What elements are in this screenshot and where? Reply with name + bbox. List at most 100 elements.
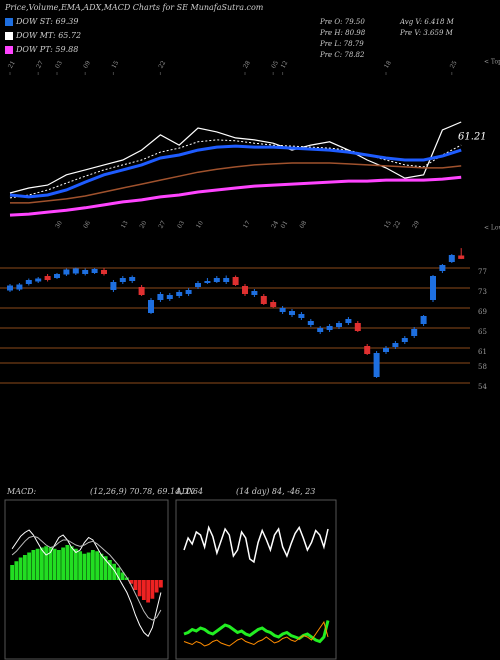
candle-body [251,291,258,295]
x-tick-label: 29 [411,219,421,229]
histogram-bar [133,580,138,590]
legend-text: DOW MT: 65.72 [15,31,81,40]
legend-swatch [5,46,13,54]
x-tick-label: 24 [270,219,280,229]
histogram-bar [35,548,40,580]
x-tick-label: 08 [298,219,308,229]
panel-title: MACD: [6,487,37,496]
histogram-bar [116,567,121,580]
macd-line [11,535,162,621]
candle-body [16,284,23,290]
candle-body [307,321,314,325]
x-tick-label: 28 [242,59,252,69]
x-tick-label: 05 [270,59,280,69]
x-tick-label: 21 [7,60,17,70]
histogram-bar [150,580,155,599]
candle-body [223,278,230,282]
candle-body [326,326,333,330]
candle-body [383,348,389,352]
legend-swatch [5,18,13,26]
histogram-bar [82,553,87,580]
candle-body [213,278,220,282]
info-text: Pre O: 79.50 [319,18,365,26]
candle-body [270,302,277,307]
candle-body [373,353,380,377]
y-tick-label: 65 [478,328,487,336]
candle-body [185,290,192,294]
candle-body [138,287,145,295]
x-tick-label: 27 [35,59,45,69]
candle-body [401,338,408,342]
candle-body [44,276,51,280]
histogram-bar [95,551,100,580]
x-tick-label: 22 [157,59,167,69]
histogram-bar [31,550,36,580]
candle-body [317,328,324,332]
histogram-bar [120,572,125,580]
y-tick-label: 61 [478,348,487,356]
candle-body [63,269,70,275]
info-text: Avg V: 6.418 M [399,18,455,26]
histogram-bar [61,547,66,580]
histogram-bar [69,546,74,580]
info-text: Pre V: 3.659 M [399,29,454,37]
ema-line [9,144,462,199]
x-tick-label: 03 [176,219,186,229]
x-tick-label: 27 [157,219,167,229]
macd-line [11,529,162,638]
histogram-bar [154,580,159,593]
x-tick-label: 17 [242,219,252,229]
panel-title: ADX [175,487,194,496]
histogram-bar [65,545,70,580]
ema-line [10,162,462,204]
page-title: Price,Volume,EMA,ADX,MACD Charts for SE … [4,3,264,12]
histogram-bar [73,548,78,580]
ema-line [9,175,462,217]
histogram-bar [18,557,23,580]
x-tick-label: 30 [54,219,64,229]
x-tick-label: 15 [383,219,393,229]
histogram-bar [129,580,134,584]
candle-body [242,286,248,294]
candle-body [101,270,107,274]
candle-body [166,295,173,299]
panel-subtitle: (12,26,9) 70.78, 69.14, 1.64 [90,487,203,496]
histogram-bar [39,547,44,580]
candle-body [336,323,342,327]
x-tick-label: 06 [82,219,92,229]
histogram-bar [124,577,129,580]
candle-body [82,270,89,274]
y-tick-label: 73 [478,288,487,296]
info-text: Pre C: 78.82 [319,51,365,59]
candle-body [54,274,60,278]
histogram-bar [141,580,146,600]
candle-body [420,316,427,324]
candle-body [458,255,465,259]
histogram-bar [90,550,95,580]
histogram-bar [22,555,27,580]
candle-body [354,323,361,331]
y-tick-label: 58 [478,363,487,371]
candle-body [392,343,399,347]
panel-subtitle: (14 day) 84, -46, 23 [236,487,315,496]
legend-swatch [5,32,13,40]
adx-line [183,620,329,647]
candle-body [148,300,154,313]
candle-body [129,277,136,281]
candle-body [279,308,286,312]
histogram-bar [48,547,53,580]
candle-body [232,277,239,285]
x-tick-label: 15 [110,59,120,69]
histogram-bar [78,551,83,580]
histogram-bar [158,580,163,588]
info-text: Pre H: 80.98 [319,29,366,37]
candle-body [204,281,211,283]
histogram-bar [86,552,91,580]
info-text: Pre L: 78.79 [319,40,364,48]
legend-text: DOW PT: 59.88 [15,45,78,54]
annotation: < Tops [484,59,500,66]
candle-body [25,280,32,284]
candle-body [91,269,98,273]
y-tick-label: 69 [478,308,487,316]
